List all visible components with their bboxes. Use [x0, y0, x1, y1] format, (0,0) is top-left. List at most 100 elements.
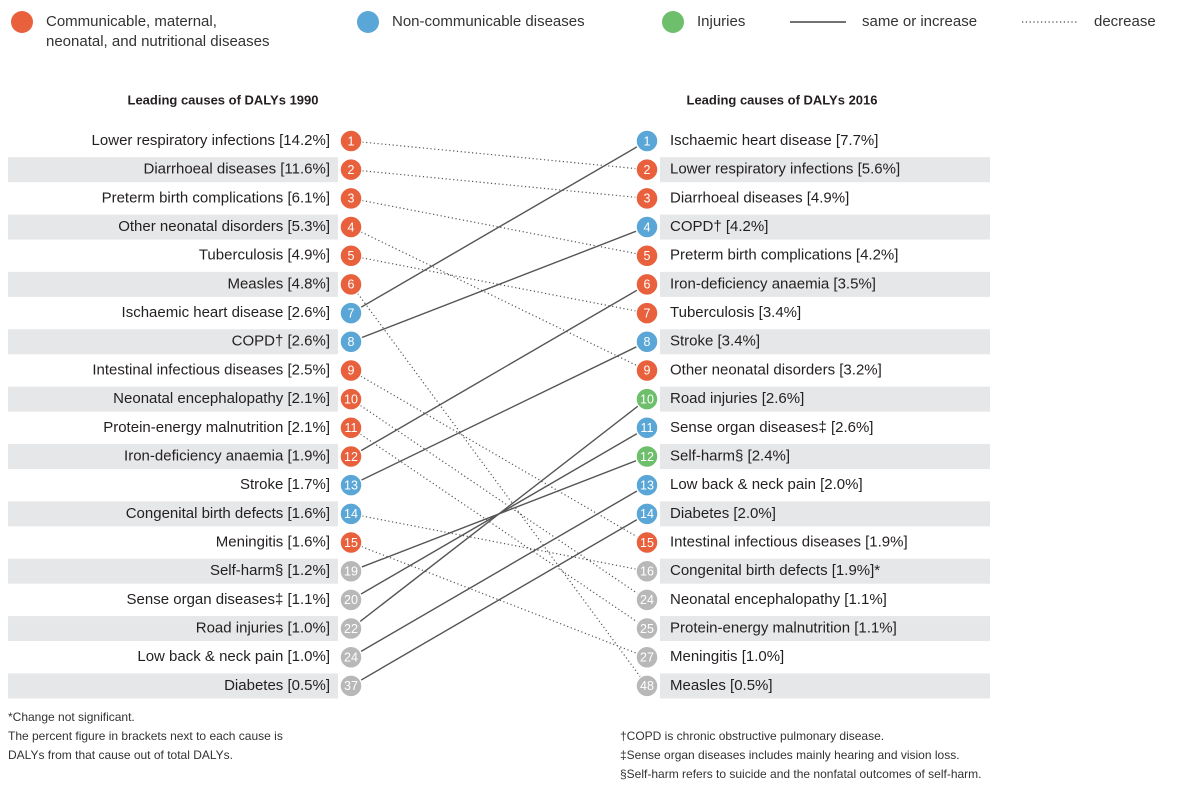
rank-circle: [339, 473, 363, 497]
rank-circle: [635, 157, 659, 182]
legend-label: neonatal, and nutritional diseases: [46, 33, 270, 50]
rank-link: [350, 255, 648, 314]
cause-label: Low back & neck pain [1.0%]: [137, 648, 330, 665]
footnote: DALYs from that cause out of total DALYs…: [8, 748, 233, 762]
rank-circle: [635, 215, 659, 239]
rank-link: [350, 484, 648, 658]
footnote: *Change not significant.: [8, 710, 135, 724]
row-band: [660, 501, 990, 527]
rank-circle: [339, 157, 363, 182]
legend-label: decrease: [1094, 13, 1156, 30]
rank-number: 3: [644, 192, 651, 206]
row-band: [8, 214, 338, 240]
rank-number: 5: [348, 249, 355, 263]
rank-circle: [339, 387, 363, 411]
rank-link: [350, 513, 648, 687]
row-band: [8, 329, 338, 355]
cause-label: COPD† [4.2%]: [670, 218, 768, 235]
rank-circle: [635, 645, 659, 669]
cause-label: Diabetes [2.0%]: [670, 505, 776, 522]
cause-label: Low back & neck pain [2.0%]: [670, 476, 863, 493]
rank-circle: [635, 358, 659, 383]
row-band: [660, 214, 990, 240]
rank-circle: [635, 444, 659, 469]
rank-number: 7: [644, 306, 651, 320]
rank-number: 1: [348, 134, 355, 148]
rank-circle: [635, 674, 659, 698]
cause-label: Meningitis [1.0%]: [670, 648, 784, 665]
rank-number: 6: [348, 278, 355, 292]
rank-circle: [339, 559, 363, 583]
rank-number: 25: [640, 622, 654, 636]
rank-circle: [635, 502, 659, 526]
rank-number: 4: [348, 220, 355, 234]
cause-label: Preterm birth complications [6.1%]: [102, 189, 330, 206]
cause-label: Measles [0.5%]: [670, 677, 773, 694]
cause-label: Preterm birth complications [4.2%]: [670, 247, 898, 264]
cause-label: Protein-energy malnutrition [1.1%]: [670, 620, 897, 637]
rank-number: 24: [344, 651, 358, 665]
row-band: [660, 558, 990, 584]
cause-label: Congenital birth defects [1.9%]*: [670, 562, 880, 579]
rank-link: [350, 427, 648, 630]
rank-number: 7: [348, 306, 355, 320]
right-heading: Leading causes of DALYs 2016: [687, 92, 878, 107]
rank-circle: [635, 330, 659, 354]
row-band: [660, 271, 990, 297]
row-band: [8, 386, 338, 412]
rank-number: 37: [344, 679, 358, 693]
rank-number: 2: [644, 163, 651, 177]
rank-circle: [635, 616, 659, 641]
cause-label: Diabetes [0.5%]: [224, 677, 330, 694]
row-band: [8, 157, 338, 183]
legend-label: Injuries: [697, 13, 745, 30]
row-band: [660, 157, 990, 183]
rank-circle: [339, 186, 363, 211]
rank-circle: [635, 416, 659, 440]
rank-link: [350, 284, 648, 687]
rank-number: 20: [344, 593, 358, 607]
left-heading: Leading causes of DALYs 1990: [128, 92, 319, 107]
rank-circle: [635, 186, 659, 211]
row-band: [660, 443, 990, 469]
rank-circle: [339, 416, 363, 440]
cause-label: Other neonatal disorders [3.2%]: [670, 361, 882, 378]
rank-number: 2: [348, 163, 355, 177]
rank-number: 16: [640, 564, 654, 578]
rank-number: 10: [344, 392, 358, 406]
cause-label: Self-harm§ [2.4%]: [670, 447, 790, 464]
rank-number: 13: [344, 478, 358, 492]
rank-circle: [339, 358, 363, 383]
footnote: ‡Sense organ diseases includes mainly he…: [620, 748, 960, 762]
row-band: [660, 616, 990, 642]
cause-label: Road injuries [1.0%]: [196, 620, 330, 637]
rank-link: [350, 140, 648, 171]
rank-number: 8: [348, 335, 355, 349]
row-band: [660, 673, 990, 699]
rank-number: 3: [348, 192, 355, 206]
row-band: [660, 386, 990, 412]
row-band: [8, 616, 338, 642]
rank-number: 22: [344, 622, 358, 636]
rank-circle: [635, 473, 659, 497]
cause-label: COPD† [2.6%]: [232, 333, 330, 350]
rank-number: 15: [344, 536, 358, 550]
row-band: [660, 329, 990, 355]
cause-label: Self-harm§ [1.2%]: [210, 562, 330, 579]
rank-number: 8: [644, 335, 651, 349]
legend-label: Non-communicable diseases: [392, 13, 585, 30]
rank-circle: [635, 530, 659, 555]
rank-link: [350, 341, 648, 486]
rank-number: 24: [640, 593, 654, 607]
rank-link: [350, 398, 648, 630]
rank-link: [350, 283, 648, 458]
row-band: [8, 673, 338, 699]
legend-dot: [357, 11, 379, 33]
rank-circle: [339, 444, 363, 469]
rank-number: 12: [640, 450, 654, 464]
cause-label: Sense organ diseases‡ [2.6%]: [670, 419, 873, 436]
rank-number: 5: [644, 249, 651, 263]
rank-number: 14: [344, 507, 358, 521]
cause-label: Diarrhoeal diseases [11.6%]: [144, 161, 331, 178]
